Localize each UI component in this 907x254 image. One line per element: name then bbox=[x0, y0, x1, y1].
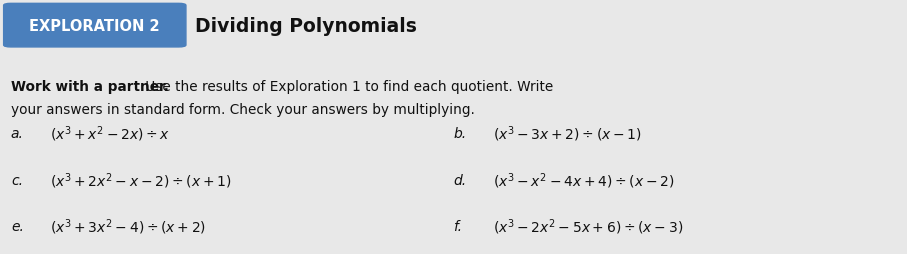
Text: $(x^3 - x^2 - 4x + 4) \div (x - 2)$: $(x^3 - x^2 - 4x + 4) \div (x - 2)$ bbox=[493, 171, 674, 190]
Text: $(x^3 + 3x^2 - 4) \div (x + 2)$: $(x^3 + 3x^2 - 4) \div (x + 2)$ bbox=[50, 216, 206, 236]
Text: EXPLORATION 2: EXPLORATION 2 bbox=[29, 19, 161, 34]
Text: your answers in standard form. Check your answers by multiplying.: your answers in standard form. Check you… bbox=[11, 103, 474, 117]
Text: $(x^3 - 2x^2 - 5x + 6) \div (x - 3)$: $(x^3 - 2x^2 - 5x + 6) \div (x - 3)$ bbox=[493, 216, 683, 236]
Text: c.: c. bbox=[11, 173, 23, 187]
Text: Use the results of Exploration 1 to find each quotient. Write: Use the results of Exploration 1 to find… bbox=[141, 80, 553, 94]
Text: Work with a partner.: Work with a partner. bbox=[11, 80, 169, 94]
FancyBboxPatch shape bbox=[4, 4, 186, 48]
Text: e.: e. bbox=[11, 219, 24, 233]
Text: $(x^3 - 3x + 2) \div (x - 1)$: $(x^3 - 3x + 2) \div (x - 1)$ bbox=[493, 124, 641, 143]
Text: $(x^3 + x^2 - 2x) \div x$: $(x^3 + x^2 - 2x) \div x$ bbox=[50, 124, 170, 143]
Text: Dividing Polynomials: Dividing Polynomials bbox=[195, 17, 417, 36]
Text: d.: d. bbox=[454, 173, 466, 187]
Text: f.: f. bbox=[454, 219, 463, 233]
Text: a.: a. bbox=[11, 126, 24, 140]
Text: $(x^3 + 2x^2 - x - 2) \div (x + 1)$: $(x^3 + 2x^2 - x - 2) \div (x + 1)$ bbox=[50, 171, 231, 190]
Text: b.: b. bbox=[454, 126, 466, 140]
